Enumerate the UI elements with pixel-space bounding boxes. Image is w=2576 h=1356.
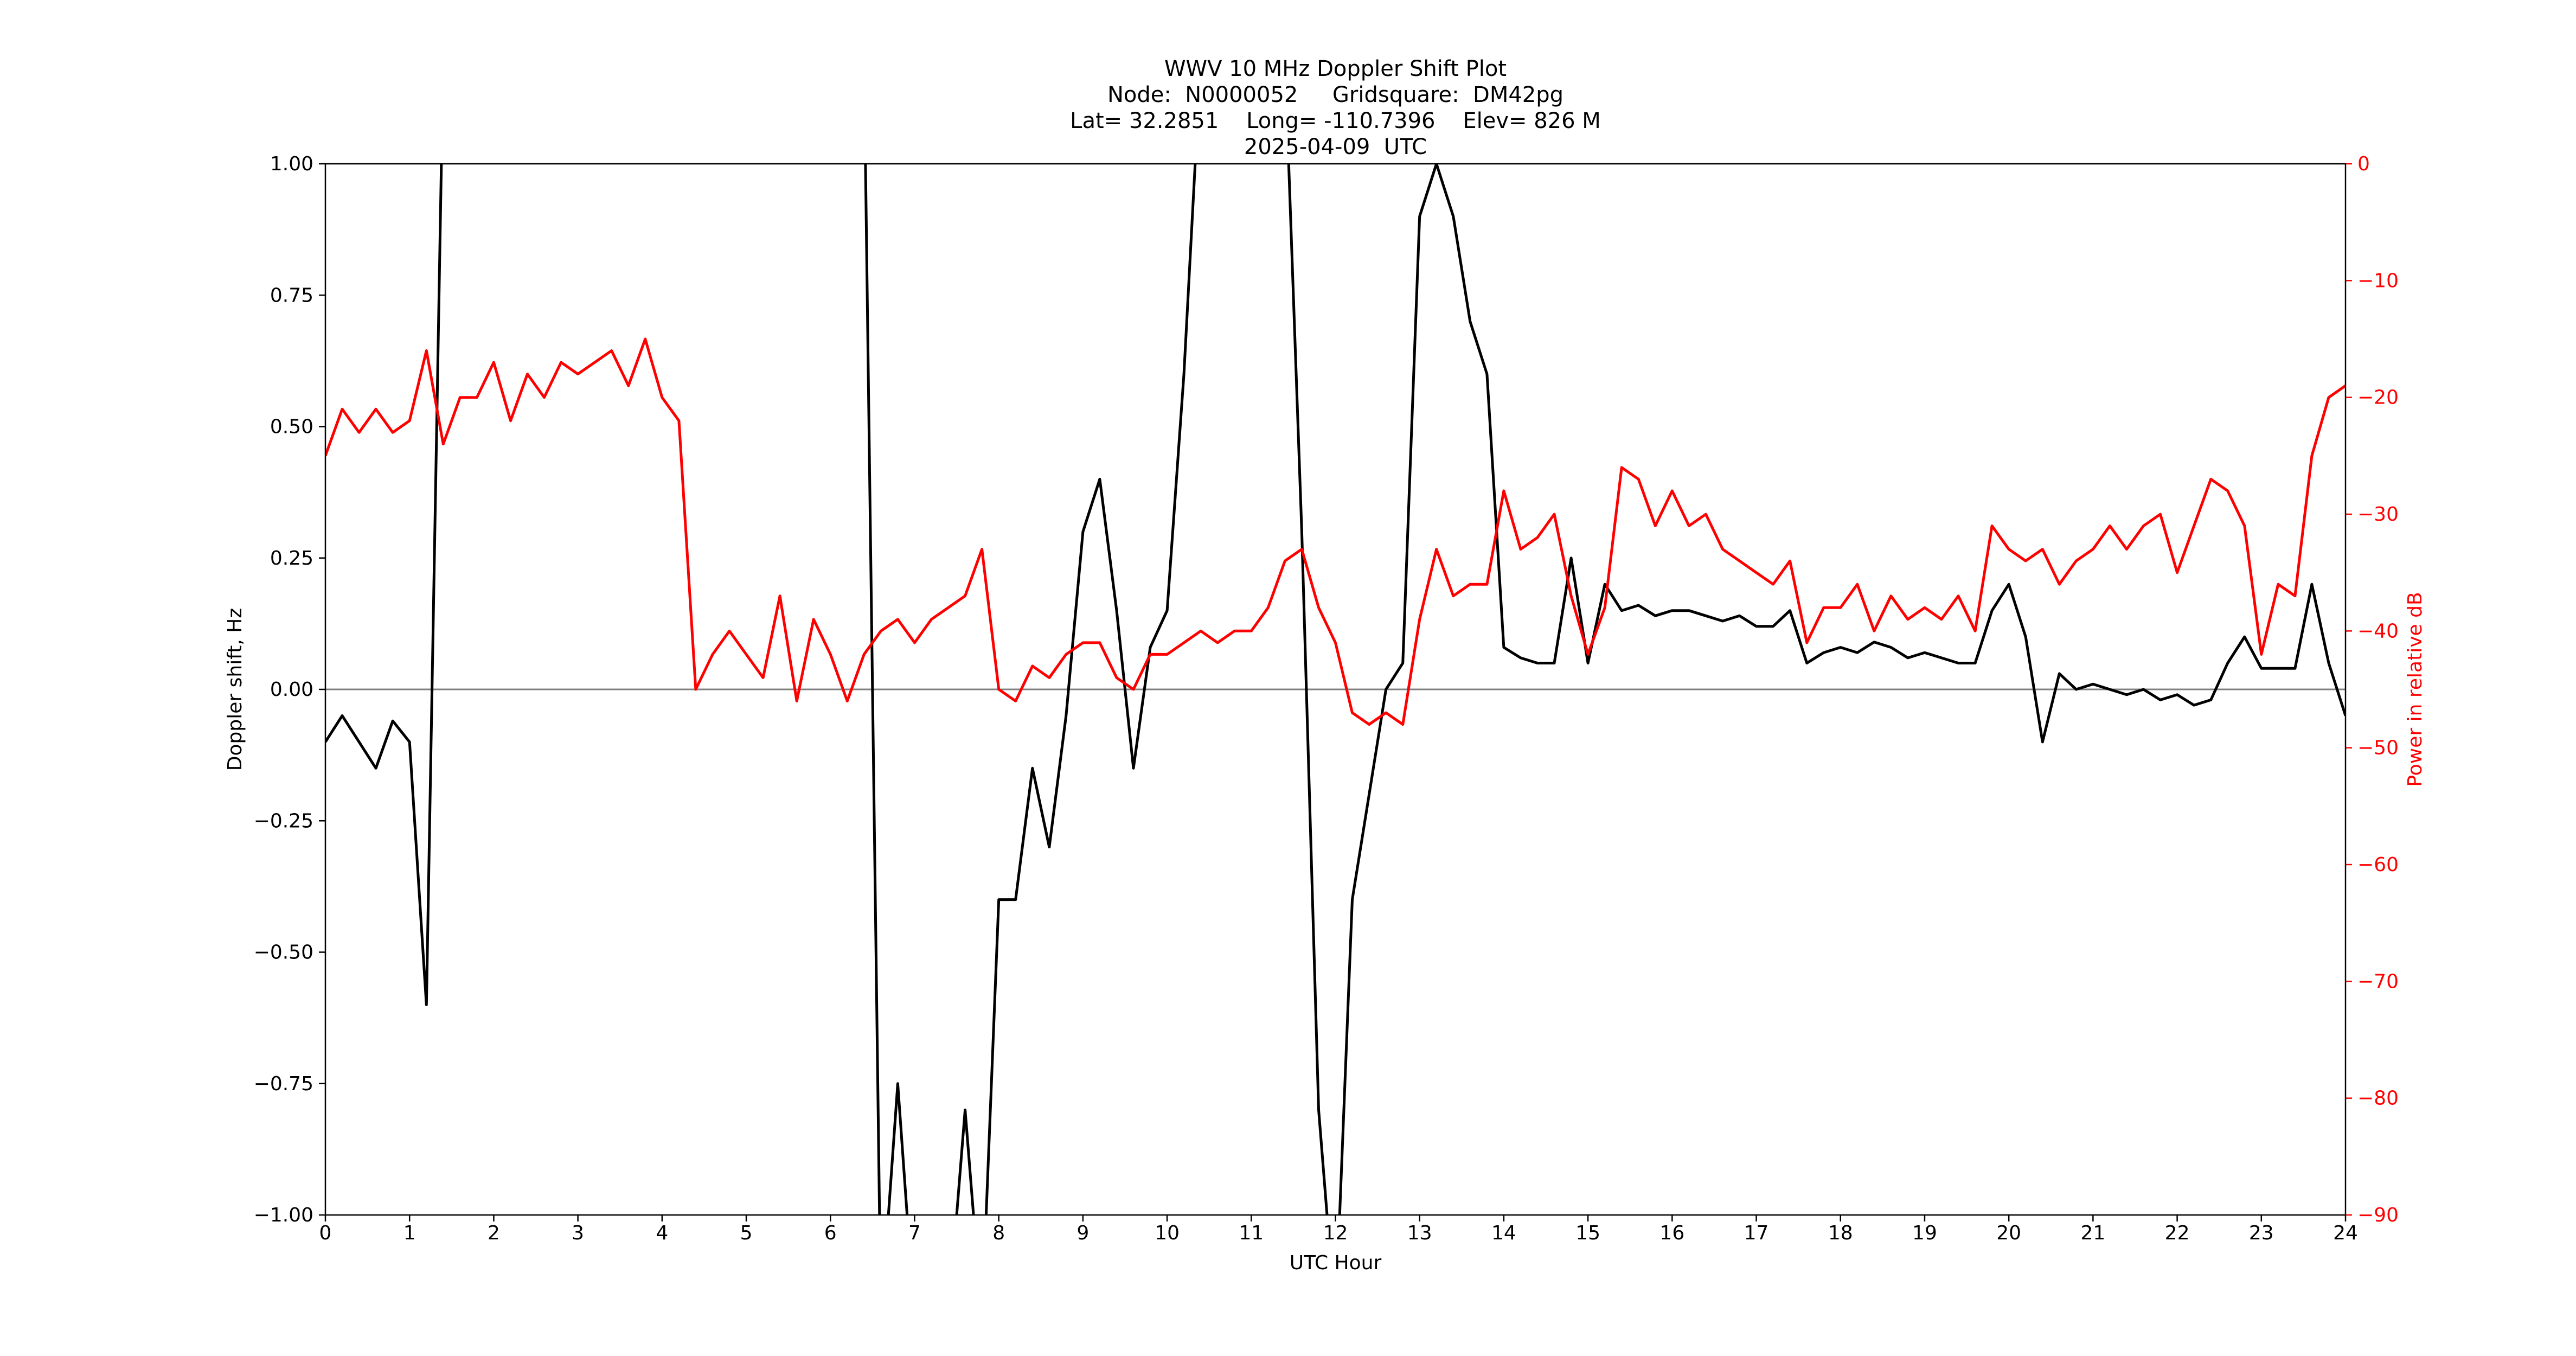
x-tick-label: 9: [1076, 1222, 1089, 1244]
y2-tick-label: −80: [2357, 1088, 2399, 1110]
x-tick-label: 20: [1996, 1222, 2021, 1244]
x-tick-label: 24: [2333, 1222, 2358, 1244]
x-tick-label: 7: [908, 1222, 921, 1244]
chart-title: WWV 10 MHz Doppler Shift Plot: [1164, 56, 1507, 81]
y2-tick-label: 0: [2357, 153, 2370, 175]
x-tick-label: 23: [2249, 1222, 2274, 1244]
x-tick-label: 22: [2165, 1222, 2190, 1244]
x-tick-label: 13: [1407, 1222, 1432, 1244]
y-tick-label: −0.25: [254, 810, 313, 832]
x-tick-label: 11: [1239, 1222, 1264, 1244]
y-axis-label: Doppler shift, Hz: [224, 608, 246, 771]
y-tick-label: −0.75: [254, 1073, 313, 1095]
chart-title: Node: N0000052 Gridsquare: DM42pg: [1107, 82, 1563, 107]
x-tick-label: 14: [1491, 1222, 1516, 1244]
x-tick-label: 4: [656, 1222, 668, 1244]
x-tick-label: 6: [824, 1222, 837, 1244]
y2-tick-label: −50: [2357, 737, 2399, 759]
y2-axis-label: Power in relative dB: [2404, 592, 2426, 786]
y2-tick-label: −30: [2357, 503, 2399, 526]
x-tick-label: 12: [1323, 1222, 1348, 1244]
x-tick-label: 3: [572, 1222, 584, 1244]
x-tick-label: 16: [1659, 1222, 1684, 1244]
y2-tick-label: −60: [2357, 854, 2399, 876]
y-tick-label: −1.00: [254, 1204, 313, 1226]
y2-tick-label: −20: [2357, 387, 2399, 409]
x-axis-label: UTC Hour: [1290, 1252, 1382, 1274]
y-tick-label: 0.75: [270, 284, 313, 306]
y-tick-label: −0.50: [254, 942, 313, 964]
x-tick-label: 1: [403, 1222, 416, 1244]
x-tick-label: 2: [488, 1222, 500, 1244]
y-tick-label: 0.50: [270, 416, 313, 438]
x-tick-label: 15: [1575, 1222, 1600, 1244]
chart-title: 2025-04-09 UTC: [1244, 135, 1427, 159]
x-tick-label: 5: [740, 1222, 753, 1244]
y2-tick-label: −70: [2357, 970, 2399, 993]
x-tick-label: 8: [992, 1222, 1005, 1244]
x-tick-label: 0: [319, 1222, 332, 1244]
x-tick-label: 10: [1155, 1222, 1180, 1244]
x-tick-label: 21: [2080, 1222, 2105, 1244]
y2-tick-label: −90: [2357, 1204, 2399, 1226]
series-line: [325, 337, 2346, 726]
x-tick-label: 19: [1912, 1222, 1937, 1244]
y-tick-label: 1.00: [270, 153, 313, 175]
x-tick-label: 17: [1744, 1222, 1769, 1244]
y-tick-label: 0.00: [270, 679, 313, 701]
chart-title: Lat= 32.2851 Long= -110.7396 Elev= 826 M: [1070, 108, 1601, 133]
x-tick-label: 18: [1828, 1222, 1853, 1244]
y-tick-label: 0.25: [270, 547, 313, 570]
plot-frame: [324, 163, 2347, 1216]
series-line: [325, 164, 2346, 1215]
y2-tick-label: −40: [2357, 620, 2399, 642]
y2-tick-label: −10: [2357, 270, 2399, 292]
